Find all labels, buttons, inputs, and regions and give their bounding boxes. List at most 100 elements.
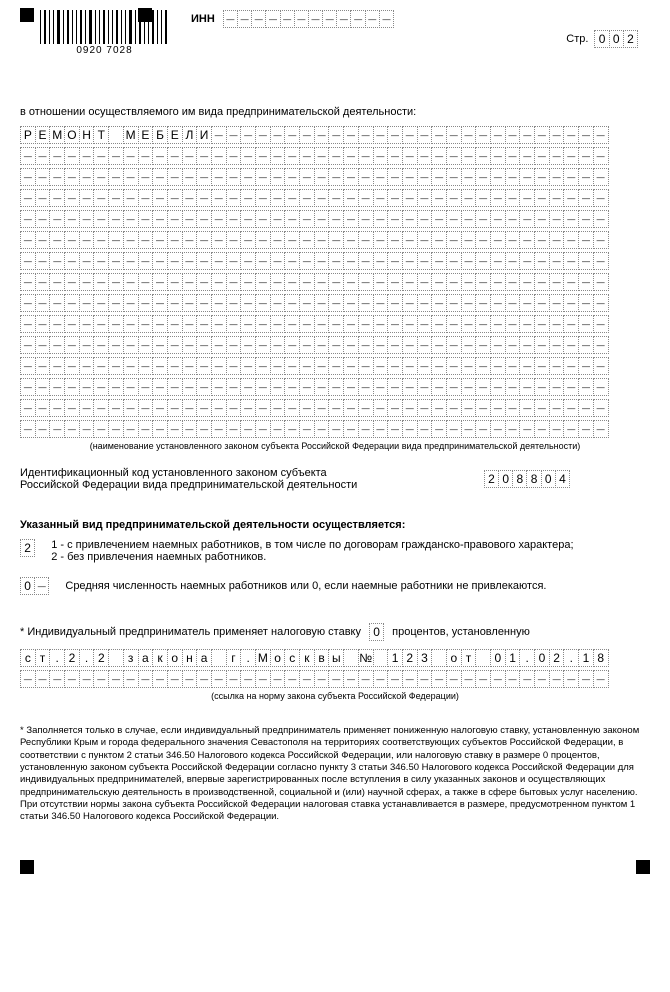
cell: [79, 294, 95, 312]
cell: [461, 315, 477, 333]
cell: 1: [387, 649, 403, 667]
cell: [505, 420, 521, 438]
cell: [343, 357, 359, 375]
cell: ы: [328, 649, 344, 667]
cell: [387, 670, 403, 688]
cell: [593, 126, 609, 144]
cell: Н: [79, 126, 95, 144]
cell: [152, 189, 168, 207]
cell: [270, 126, 286, 144]
cell: о: [446, 649, 462, 667]
cell: [255, 670, 271, 688]
cell: [373, 273, 389, 291]
cell: [79, 420, 95, 438]
cell: [226, 294, 242, 312]
cell: [211, 273, 227, 291]
cell: [270, 399, 286, 417]
cell: о: [270, 649, 286, 667]
cell: [20, 294, 36, 312]
cell: [240, 315, 256, 333]
cell: [461, 126, 477, 144]
cell: [167, 189, 183, 207]
cell: [431, 126, 447, 144]
cell: [563, 252, 579, 270]
cell: [314, 168, 330, 186]
cell: [534, 168, 550, 186]
cell: [108, 189, 124, 207]
corner-marker-tr: [138, 8, 152, 22]
cell: [446, 378, 462, 396]
cell: [461, 420, 477, 438]
cell: [336, 10, 351, 28]
cell: [578, 210, 594, 228]
cell: [505, 126, 521, 144]
cell: [255, 168, 271, 186]
cell: [431, 210, 447, 228]
cell: [373, 189, 389, 207]
cell: [270, 210, 286, 228]
cell: [255, 210, 271, 228]
cell: [240, 399, 256, 417]
cell: [328, 126, 344, 144]
cell: Т: [93, 126, 109, 144]
cell: [350, 10, 365, 28]
cell: [534, 294, 550, 312]
cell: [226, 357, 242, 375]
cell: [328, 273, 344, 291]
cell: [417, 670, 433, 688]
workers-flag-field: 2: [20, 539, 35, 557]
cell: [299, 126, 315, 144]
cell: [446, 294, 462, 312]
cell: [578, 168, 594, 186]
cell: к: [152, 649, 168, 667]
cell: [64, 420, 80, 438]
cell: [284, 273, 300, 291]
activity-row: [20, 315, 650, 333]
cell: [196, 147, 212, 165]
cell: [475, 210, 491, 228]
cell: [167, 231, 183, 249]
cell: [255, 126, 271, 144]
cell: [475, 294, 491, 312]
cell: [79, 231, 95, 249]
cell: [373, 147, 389, 165]
cell: [226, 670, 242, 688]
cell: [284, 315, 300, 333]
cell: [505, 273, 521, 291]
cell: [226, 147, 242, 165]
cell: [519, 252, 535, 270]
cell: [255, 252, 271, 270]
cell: с: [20, 649, 36, 667]
cell: [593, 315, 609, 333]
cell: [475, 649, 491, 667]
cell: [519, 147, 535, 165]
cell: [138, 210, 154, 228]
cell: [34, 577, 49, 595]
cell: 0: [594, 30, 609, 48]
cell: [20, 357, 36, 375]
cell: [79, 399, 95, 417]
cell: [490, 168, 506, 186]
barcode-number: 0920 7028: [76, 45, 132, 56]
cell: [93, 210, 109, 228]
cell: 0: [541, 470, 556, 488]
cell: [593, 168, 609, 186]
cell: [64, 273, 80, 291]
cell: [534, 357, 550, 375]
cell: [417, 399, 433, 417]
cell: [446, 273, 462, 291]
cell: [211, 126, 227, 144]
cell: [79, 315, 95, 333]
cell: [446, 168, 462, 186]
cell: [475, 357, 491, 375]
cell: [167, 670, 183, 688]
cell: [226, 378, 242, 396]
cell: [402, 189, 418, 207]
cell: [49, 315, 65, 333]
cell: [265, 10, 280, 28]
cell: [226, 126, 242, 144]
cell: [563, 315, 579, 333]
cell: [211, 378, 227, 396]
cell: [358, 315, 374, 333]
cell: [343, 649, 359, 667]
